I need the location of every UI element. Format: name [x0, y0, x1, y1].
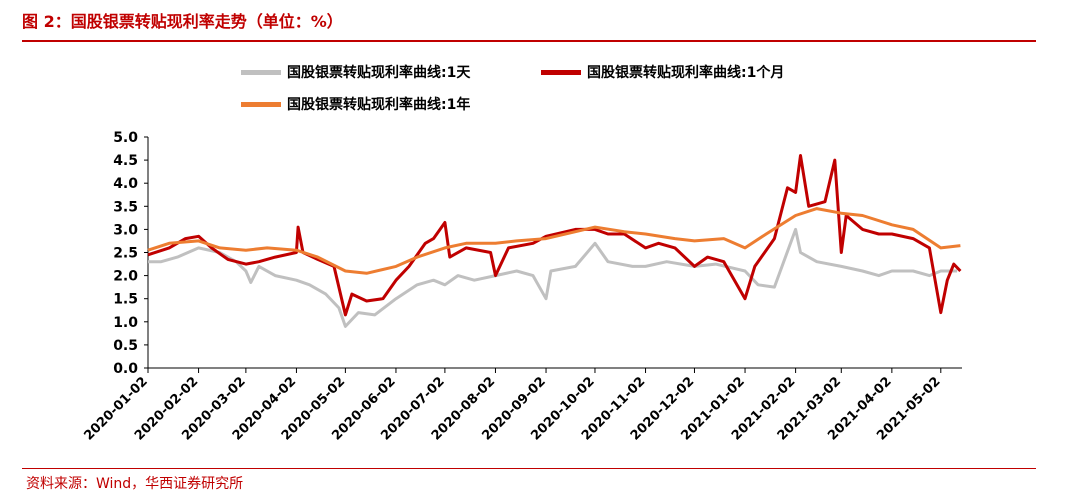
legend-swatch	[541, 69, 581, 75]
legend-item: 国股银票转贴现利率曲线:1个月	[541, 62, 784, 82]
figure-title: 图 2：国股银票转贴现利率走势（单位：%）	[22, 12, 343, 31]
y-tick-label: 1.0	[113, 315, 138, 331]
y-tick-label: 3.5	[113, 199, 138, 215]
y-tick-label: 0.0	[113, 361, 138, 377]
title-rule	[22, 40, 1036, 42]
source-rule	[22, 468, 1036, 469]
y-tick-label: 2.0	[113, 269, 138, 285]
source-note: 资料来源：Wind，华西证券研究所	[26, 476, 244, 492]
legend-label: 国股银票转贴现利率曲线:1个月	[587, 65, 785, 81]
series-line-2	[147, 154, 962, 317]
series-line-1	[148, 227, 958, 328]
y-tick-label: 1.5	[113, 292, 138, 308]
y-tick-label: 0.5	[113, 338, 138, 354]
y-tick-label: 5.0	[113, 130, 138, 146]
y-tick-label: 4.0	[113, 176, 138, 192]
legend-label: 国股银票转贴现利率曲线:1年	[287, 97, 471, 113]
legend-swatch	[241, 69, 281, 75]
y-tick-label: 3.0	[113, 222, 138, 238]
legend-item: 国股银票转贴现利率曲线:1年	[241, 94, 470, 114]
y-tick-label: 4.5	[113, 153, 138, 169]
legend-swatch	[241, 101, 281, 107]
legend-item: 国股银票转贴现利率曲线:1天	[241, 62, 470, 82]
series-line-3	[147, 207, 961, 275]
legend-label: 国股银票转贴现利率曲线:1天	[287, 65, 471, 81]
y-tick-label: 2.5	[113, 246, 138, 262]
